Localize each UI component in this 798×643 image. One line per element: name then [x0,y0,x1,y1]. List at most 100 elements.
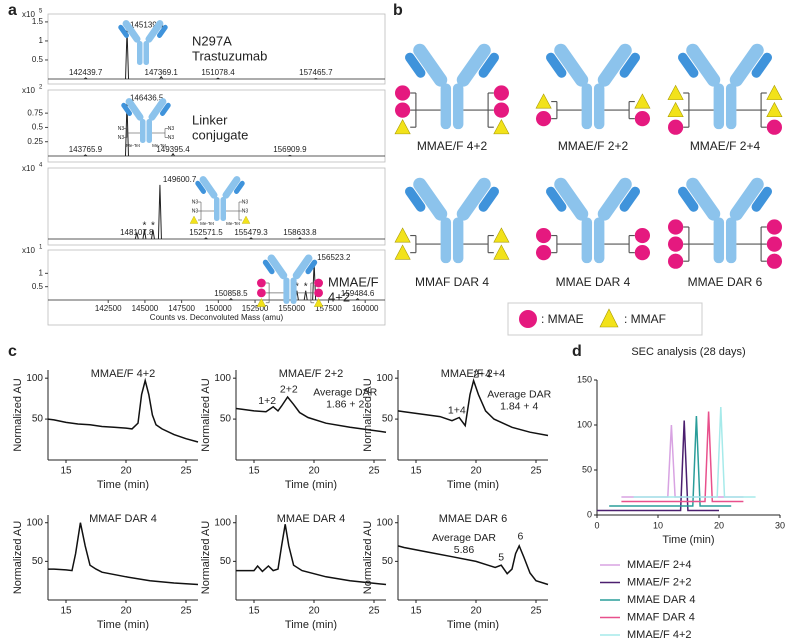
legend-label: : MMAE [541,312,584,326]
x-axis-label: Time (min) [97,619,149,631]
mmae-payload [536,227,552,244]
mmae-payload [536,245,552,261]
peak-label: 158633.8 [283,228,317,237]
antibody-arm [456,177,499,221]
trace [609,415,732,507]
antibody-stem [214,197,220,221]
scale-base: x10 [22,164,35,173]
chart-title: MMAE/F 4+2 [91,368,156,380]
construct-label: MMAE/F 2+2 [558,139,629,153]
x-tick-label: 15 [248,606,260,617]
y-tick-label: 50 [220,414,232,425]
scale-base: x10 [22,10,35,19]
mmae-payload [766,219,782,235]
light-chain [751,186,772,212]
annotation: Average DAR [313,387,377,399]
y-axis-label: Normalized AU [200,378,212,451]
light-chain [405,52,426,78]
peak [83,77,88,80]
antibody-icon [394,177,510,264]
heavy-chain [148,98,167,121]
antibody-stem [440,217,452,264]
mmae-payload [766,236,782,252]
construct-label: MMAE/F 2+4 [690,139,761,153]
panel-label: c [8,343,17,360]
antibody-icon [668,177,782,269]
y-tick-label: 0.25 [27,137,43,146]
x-tick-label: 15 [60,606,72,617]
tetrazine-label: Me-Tet [226,221,241,226]
mmae-payload [257,288,266,298]
peak-label: 149600.7 [163,175,197,184]
peak [355,297,360,301]
light-chain [118,24,130,38]
antibody-icon [536,177,650,264]
trace [633,406,756,498]
construct-label: MMAE DAR 4 [556,275,631,289]
construct-label: MMAE/F 4+2 [417,139,488,153]
y-tick-label: 100 [26,373,43,384]
x-axis-label: Time (min) [97,479,149,491]
antibody-icon [118,20,168,65]
peak-label: 147369.1 [145,68,179,77]
trace [397,544,549,586]
peak [216,77,220,80]
y-tick-label: 100 [376,373,393,384]
y-tick-label: 50 [382,556,394,567]
mmae-payload [493,102,509,118]
azide-label: N3 [118,126,125,132]
mmae-payload [766,253,782,269]
antibody-stem [725,83,737,130]
trace [235,395,387,433]
antibody-stem [713,83,725,130]
annotation: Average DAR [487,388,551,400]
antibody-stem [146,119,152,143]
scale-base: x10 [22,246,35,255]
heavy-chain [686,43,721,87]
panel-label: d [572,343,582,360]
antibody-arm [456,43,499,87]
peak-label: 159484.6 [341,289,375,298]
construct-label: MMAE DAR 6 [688,275,763,289]
x-tick-label: 15 [60,466,72,477]
star-label: * [142,220,146,231]
mmaf-payload [394,244,411,260]
light-chain [156,24,168,38]
peak [171,152,175,157]
x-tick-label: 150000 [205,304,232,313]
annotation: 1+4 [448,405,466,417]
chart-title: MMAE DAR 4 [277,513,345,525]
tetrazine-label: Me-Tet [152,143,167,148]
antibody-arm [262,254,288,280]
light-chain [678,186,699,212]
mmae-payload [634,227,650,244]
light-chain [121,102,133,116]
mmaf-payload [394,118,411,135]
legend-mmae [519,310,537,328]
antibody-arm [546,177,589,221]
x-tick-label: 142500 [95,304,122,313]
heavy-chain [554,43,589,87]
x-axis-label: Time (min) [447,479,499,491]
mmaf-payload [256,298,267,307]
antibody-arm [292,254,318,280]
y-axis-label: Normalized AU [362,378,374,451]
y-tick-label: 150 [577,374,592,384]
mmaf-payload [766,101,783,118]
antibody-stem [452,83,464,130]
light-chain [619,186,640,212]
y-tick-label: 100 [214,517,231,528]
heavy-chain [729,177,764,221]
panel-label: b [393,2,403,19]
legend-mmaf [599,308,619,328]
mmae-payload [668,219,684,235]
x-tick-label: 15 [248,466,260,477]
antibody-arm [405,43,448,87]
light-chain [546,52,567,78]
antibody-arm [597,43,640,87]
spectrum-frame [47,249,386,326]
light-chain [233,180,245,194]
antibody-arm [148,98,171,121]
